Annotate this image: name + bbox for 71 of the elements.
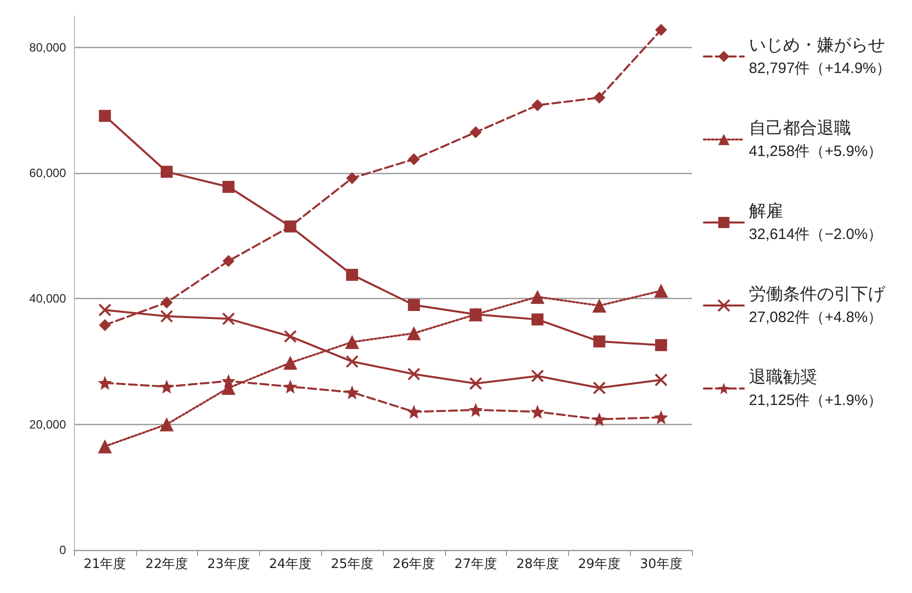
point <box>592 412 606 426</box>
point <box>345 335 360 350</box>
text: 21,125件（+1.9%） <box>748 392 883 409</box>
point <box>222 180 234 193</box>
point <box>222 374 236 388</box>
point <box>532 313 544 326</box>
legend-label: 解雇 <box>748 202 783 222</box>
y-tick-label: 0 <box>59 543 66 557</box>
y-tick-label: 80,000 <box>29 40 66 54</box>
point <box>160 417 174 432</box>
x-tick-label: 26年度 <box>392 556 436 572</box>
point <box>655 339 668 352</box>
point <box>468 402 483 417</box>
x-tick-label: 21年度 <box>84 556 126 572</box>
x-tick-label: 23年度 <box>207 556 250 572</box>
text: 41,258件（+5.9%） <box>748 143 883 160</box>
legend-label: 退職勧奨 <box>748 368 817 388</box>
x-tick-label: 22年度 <box>145 556 188 572</box>
point <box>160 310 174 323</box>
point <box>160 166 173 178</box>
point <box>408 298 420 311</box>
point <box>98 319 111 332</box>
point <box>284 330 297 343</box>
point <box>98 110 111 122</box>
x-tick-label: 27年度 <box>454 556 497 572</box>
point <box>469 377 482 390</box>
y-tick-label: 60,000 <box>29 166 66 180</box>
point <box>654 284 668 298</box>
text: 32,614件（−2.0%） <box>748 226 883 243</box>
point <box>654 373 668 386</box>
point <box>346 355 359 368</box>
point <box>406 326 421 340</box>
x-tick-label: 24年度 <box>269 556 312 572</box>
point <box>345 385 360 400</box>
point <box>160 296 173 308</box>
point <box>654 410 668 424</box>
x-tick-label: 25年度 <box>330 556 374 572</box>
text: 82,797件（+14.9%） <box>748 60 891 77</box>
point <box>532 99 544 112</box>
point <box>222 255 234 268</box>
point <box>593 92 606 104</box>
x-tick-label: 28年度 <box>516 556 559 572</box>
point <box>222 312 235 326</box>
point <box>531 369 544 382</box>
point <box>283 380 298 394</box>
legend-label: 労働条件の引下げ <box>748 284 886 304</box>
point <box>592 298 606 313</box>
legend-label: いじめ・嫌がらせ <box>748 36 885 56</box>
point <box>346 268 358 281</box>
point <box>593 335 606 348</box>
point <box>592 381 606 394</box>
point <box>98 439 112 454</box>
point <box>655 24 668 36</box>
point <box>530 404 544 419</box>
text: 27,082件（+4.8%） <box>748 309 883 326</box>
y-tick-label: 40,000 <box>29 292 66 306</box>
point <box>98 304 112 317</box>
point <box>530 290 544 304</box>
y-tick-label: 20,000 <box>29 417 66 432</box>
point <box>406 404 421 419</box>
point <box>408 153 420 166</box>
point <box>470 126 482 138</box>
point <box>98 376 112 390</box>
x-tick-label: 29年度 <box>578 556 621 572</box>
point <box>160 380 174 394</box>
legend-label: 自己都合退職 <box>748 118 851 138</box>
x-tick-label: 30年度 <box>640 556 682 572</box>
point <box>284 220 296 232</box>
point <box>283 356 298 370</box>
point <box>346 172 358 184</box>
point <box>407 368 420 381</box>
